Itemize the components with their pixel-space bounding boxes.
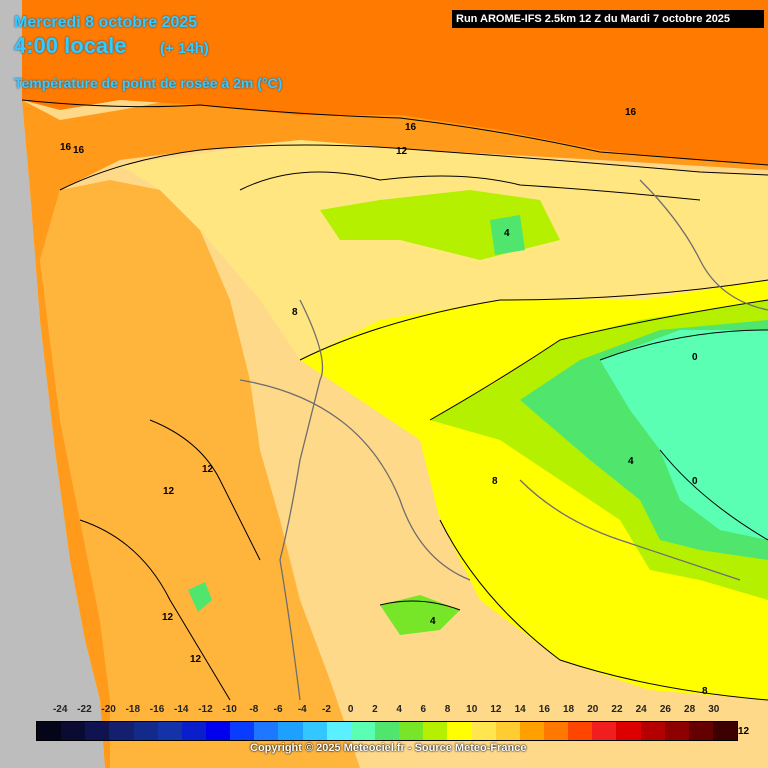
legend-tick-label: 4 [396,704,402,715]
legend-swatch [134,722,158,740]
contour-label: 16 [405,122,417,133]
lead-time: (+ 14h) [160,40,209,57]
legend-tick-label: -24 [53,704,67,715]
contour-label: 12 [190,654,202,665]
legend-swatch [399,722,423,740]
legend-swatch [158,722,182,740]
contour-label: 8 [702,686,708,697]
legend-tick-label: 8 [445,704,451,715]
legend-swatch [327,722,351,740]
legend-swatch [616,722,640,740]
legend-swatch [544,722,568,740]
contour-label: 4 [628,456,634,467]
contour-label: 16 [73,145,85,156]
copyright-text: Copyright © 2025 Meteociel.fr - Source M… [250,742,526,754]
legend-tick-label: -22 [77,704,91,715]
legend-swatch [423,722,447,740]
contour-label: 8 [492,476,498,487]
contour-label: 8 [292,307,298,318]
legend-tick-label: -10 [222,704,236,715]
contour-label: 0 [692,352,698,363]
contour-label: 12 [162,612,174,623]
contour-label: 4 [430,616,436,627]
contour-label: 12 [163,486,175,497]
legend-swatch [472,722,496,740]
legend-tick-label: 18 [563,704,574,715]
legend-swatch [61,722,85,740]
legend-swatch [351,722,375,740]
legend-tick-label: -8 [249,704,258,715]
legend-swatch [689,722,713,740]
forecast-date: Mercredi 8 octobre 2025 [14,14,197,32]
legend-swatch [520,722,544,740]
color-legend: -24 -22 -20 -18 -16 -14 -12 -10 -8 -6 -4 -2 0 2 4 6 8 10 1… [24,704,744,764]
contour-label: 12 [202,464,214,475]
contour-label: 4 [504,228,510,239]
legend-tick-label: -4 [298,704,307,715]
legend-tick-label: -12 [198,704,212,715]
legend-swatch [182,722,206,740]
legend-swatch [85,722,109,740]
legend-tick-label: -6 [274,704,283,715]
legend-swatch [206,722,230,740]
legend-tick-label: 12 [490,704,501,715]
legend-swatch [641,722,665,740]
legend-swatch [278,722,302,740]
legend-ticks: -24 -22 -20 -18 -16 -14 -12 -10 -8 -6 -4 -2 0 2 4 6 8 10 1… [24,704,744,718]
legend-swatch [713,722,737,740]
legend-swatch [568,722,592,740]
legend-swatch [303,722,327,740]
legend-tick-label: 6 [421,704,427,715]
run-info: Run AROME-IFS 2.5km 12 Z du Mardi 7 octo… [452,10,764,28]
legend-tick-label: 24 [636,704,647,715]
legend-tick-label: -16 [150,704,164,715]
legend-tick-label: 16 [539,704,550,715]
legend-colorbar [36,721,738,741]
contour-label: 12 [396,146,408,157]
legend-tick-label: 0 [348,704,354,715]
legend-swatch [254,722,278,740]
legend-tick-label: 28 [684,704,695,715]
contour-label: 16 [625,107,637,118]
legend-tick-label: -2 [322,704,331,715]
parameter-title: Température de point de rosée à 2m (°C) [14,75,282,91]
contour-label: 16 [60,142,72,153]
legend-tick-label: 10 [466,704,477,715]
legend-swatch [496,722,520,740]
legend-tick-label: -14 [174,704,188,715]
forecast-time: 4:00 locale [14,33,127,59]
legend-tick-label: 26 [660,704,671,715]
legend-swatch [109,722,133,740]
legend-tick-label: 20 [587,704,598,715]
legend-swatch [37,722,61,740]
legend-swatch [375,722,399,740]
legend-tick-label: 2 [372,704,378,715]
legend-tick-label: 14 [515,704,526,715]
legend-tick-label: -20 [101,704,115,715]
contour-label: 0 [692,476,698,487]
legend-swatch [447,722,471,740]
legend-swatch [230,722,254,740]
legend-tick-label: -18 [126,704,140,715]
legend-tick-label: 22 [611,704,622,715]
legend-swatch [665,722,689,740]
legend-tick-label: 30 [708,704,719,715]
legend-swatch [592,722,616,740]
